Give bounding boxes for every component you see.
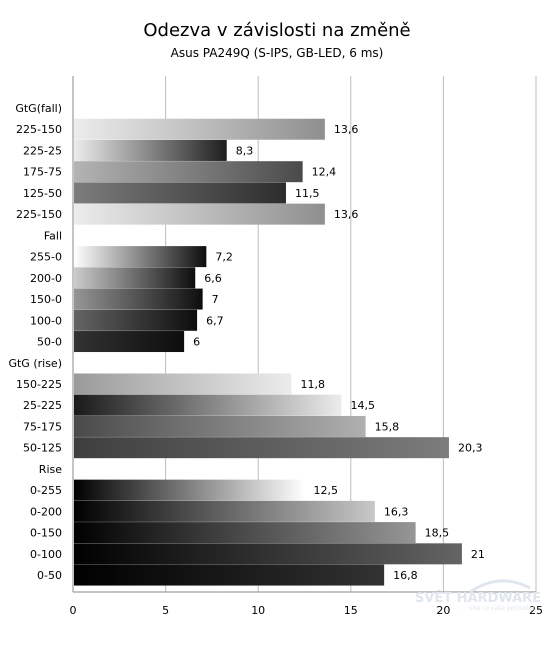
value-label: 6 (193, 336, 200, 349)
group-header-label: Rise (39, 463, 62, 476)
category-label: 0-150 (30, 527, 62, 540)
x-tick-label: 10 (251, 604, 265, 617)
x-tick-label: 15 (344, 604, 358, 617)
x-tick-label: 20 (436, 604, 450, 617)
category-label: 50-0 (37, 336, 62, 349)
group-header-label: Fall (44, 229, 62, 242)
value-label: 20,3 (458, 442, 483, 455)
chart-subtitle: Asus PA249Q (S-IPS, GB-LED, 6 ms) (171, 46, 384, 60)
bar (74, 267, 196, 289)
value-label: 15,8 (375, 420, 400, 433)
category-label: 75-175 (23, 420, 62, 433)
bar (74, 118, 325, 140)
value-label: 6,6 (204, 272, 222, 285)
value-label: 14,5 (351, 399, 376, 412)
chart-title: Odezva v závislosti na změně (143, 20, 410, 41)
watermark-logo: SVĚT HARDWARE ... víte co vaše počítače! (415, 579, 541, 612)
value-label: 16,3 (384, 505, 409, 518)
value-label: 21 (471, 548, 485, 561)
bar (74, 415, 366, 437)
value-label: 13,6 (334, 208, 359, 221)
x-tick-label: 25 (529, 604, 543, 617)
category-label: 225-25 (23, 144, 62, 157)
bar (74, 373, 292, 395)
bars-layer (74, 118, 462, 586)
watermark-main-text: SVĚT HARDWARE (415, 590, 541, 606)
value-label: 11,5 (295, 187, 320, 200)
bar (74, 500, 375, 522)
group-header-label: GtG(fall) (15, 102, 62, 115)
value-label: 12,4 (312, 166, 337, 179)
bar (74, 331, 185, 353)
bar (74, 394, 342, 416)
bar (74, 437, 449, 459)
bar (74, 203, 325, 225)
bar (74, 139, 227, 161)
category-label: 150-225 (16, 378, 62, 391)
category-label: 25-225 (23, 399, 62, 412)
value-label: 7,2 (215, 251, 233, 264)
value-label: 13,6 (334, 123, 359, 136)
labels-layer: GtG(fall) 225-150 13,6 225-25 8,3 175-75 12,4 1… (8, 102, 484, 582)
bar (74, 182, 286, 204)
category-label: 50-125 (23, 442, 62, 455)
value-label: 7 (212, 293, 219, 306)
bar (74, 309, 198, 331)
value-label: 12,5 (314, 484, 339, 497)
group-header-label: GtG (rise) (8, 357, 62, 370)
category-label: 200-0 (30, 272, 62, 285)
x-tick-label: 0 (70, 604, 77, 617)
watermark-sub-text: ... víte co vaše počítače! (461, 605, 535, 612)
bar (74, 288, 203, 310)
category-label: 0-255 (30, 484, 62, 497)
value-label: 6,7 (206, 314, 224, 327)
bar (74, 161, 303, 183)
value-label: 16,8 (393, 569, 418, 582)
watermark-swoosh-icon (469, 579, 531, 594)
category-label: 0-100 (30, 548, 62, 561)
category-label: 225-150 (16, 208, 62, 221)
category-label: 255-0 (30, 251, 62, 264)
category-label: 225-150 (16, 123, 62, 136)
value-label: 8,3 (236, 144, 254, 157)
value-label: 18,5 (425, 527, 450, 540)
bar (74, 479, 305, 501)
bar (74, 564, 385, 586)
category-label: 175-75 (23, 166, 62, 179)
bar (74, 522, 416, 544)
category-label: 100-0 (30, 314, 62, 327)
ticks-layer: 0 5 10 15 20 25 (70, 604, 544, 617)
category-label: 0-50 (37, 569, 62, 582)
category-label: 150-0 (30, 293, 62, 306)
x-tick-label: 5 (162, 604, 169, 617)
category-label: 125-50 (23, 187, 62, 200)
bar (74, 543, 462, 565)
bar (74, 246, 207, 268)
value-label: 11,8 (301, 378, 326, 391)
category-label: 0-200 (30, 505, 62, 518)
